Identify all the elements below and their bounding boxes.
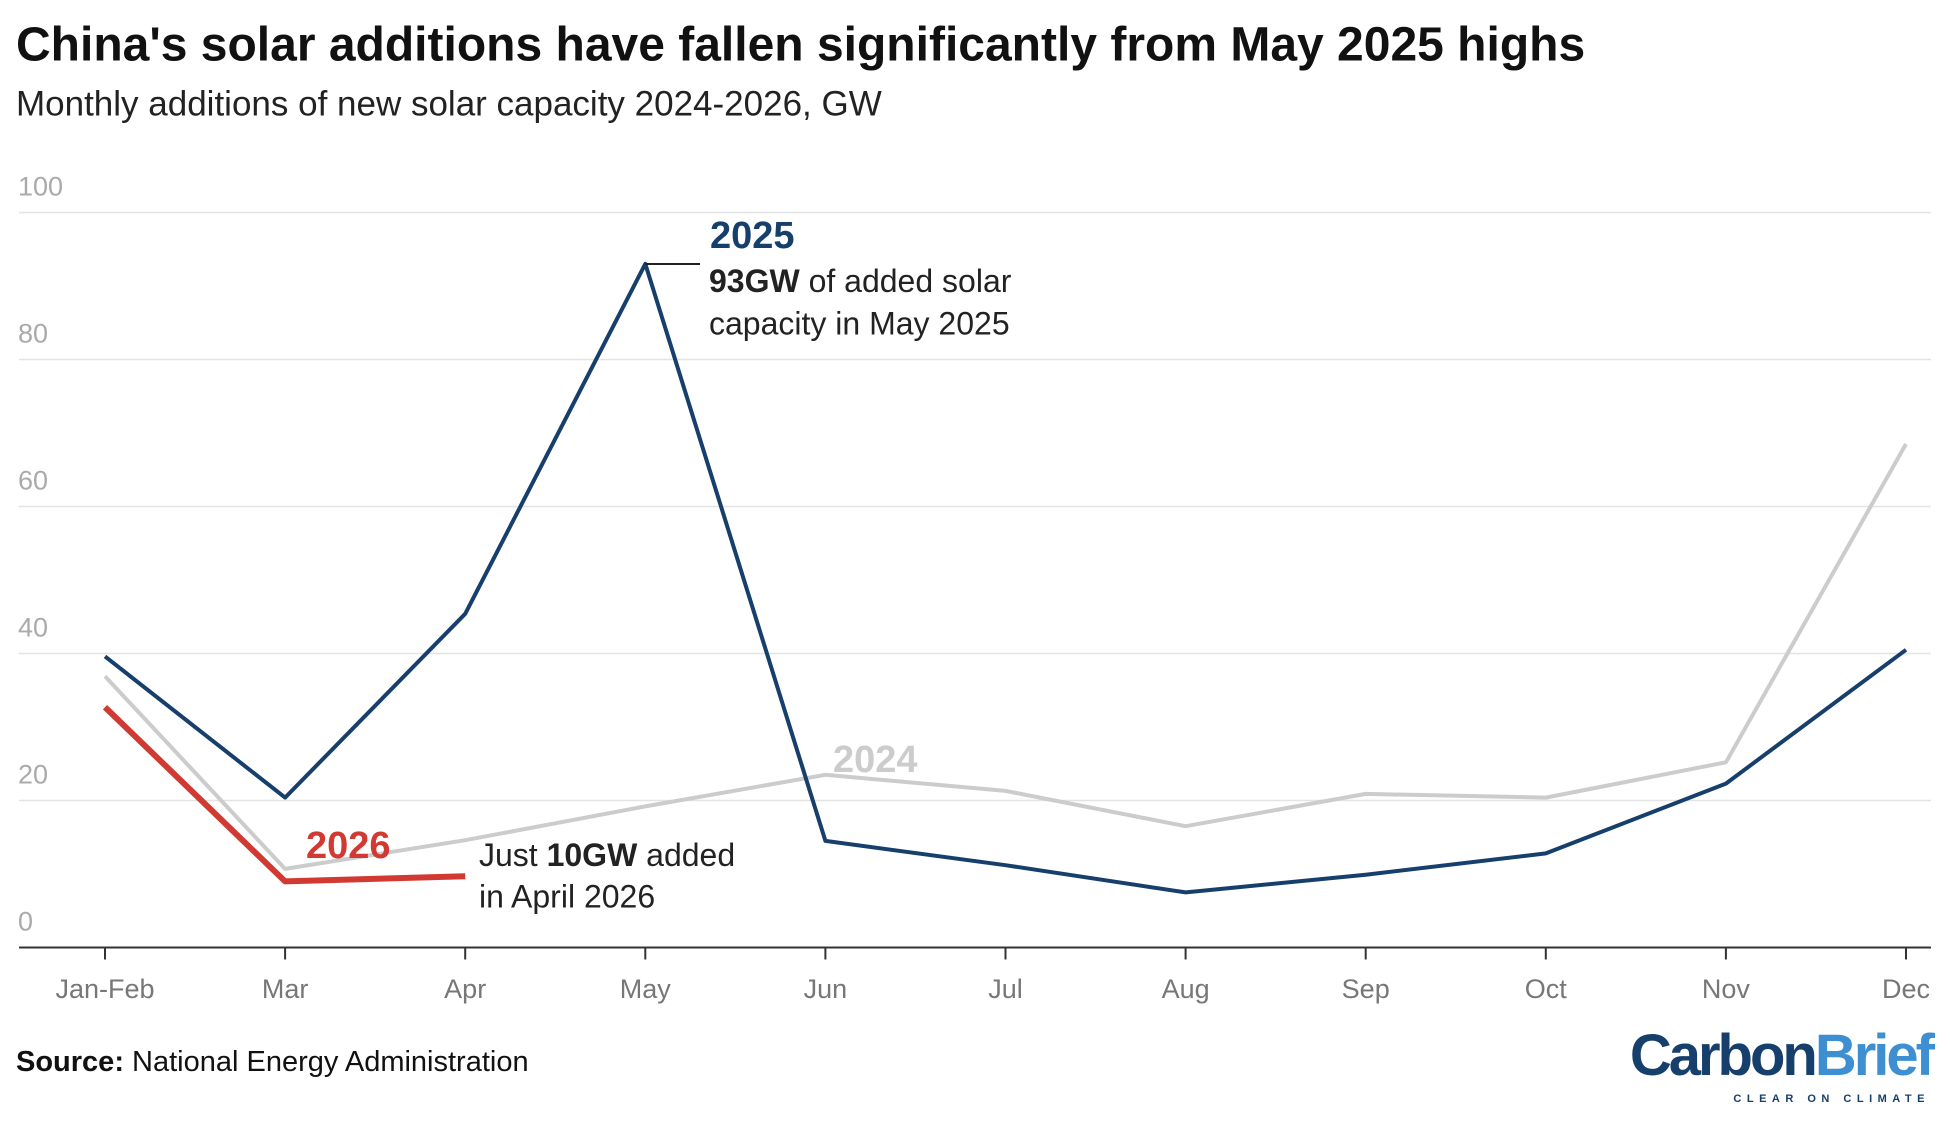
brand-part: Carbon [1630, 1023, 1815, 1088]
x-tick-label: Mar [262, 974, 309, 1004]
brand-part: Brief [1815, 1023, 1936, 1088]
annotation: 93GW of added solar [709, 263, 1012, 299]
x-tick-label: Sep [1342, 974, 1390, 1004]
annotation: in April 2026 [479, 878, 655, 914]
chart-subtitle: Monthly additions of new solar capacity … [16, 84, 882, 123]
y-tick-label: 0 [18, 907, 33, 937]
source-label: Source: [16, 1046, 124, 1078]
x-tick-label: Aug [1162, 974, 1210, 1004]
x-tick-label: Jul [988, 974, 1023, 1004]
annotation-part: Just [479, 837, 538, 873]
labels: 2025 93GW of added solar capacity in May 2… [306, 215, 1012, 914]
annotation: capacity in May 2025 [709, 305, 1010, 341]
series-line [102, 705, 466, 885]
x-tick-label: Jan-Feb [55, 974, 154, 1004]
source-text: National Energy Administration [132, 1046, 529, 1078]
series-label: 2026 [306, 825, 391, 867]
x-tick-label: Oct [1525, 974, 1568, 1004]
y-tick-label: 60 [18, 466, 48, 496]
y-tick-label: 20 [18, 760, 48, 790]
lines [102, 261, 1908, 895]
annotation-bold: 10GW [547, 837, 638, 873]
annotation-part: added [646, 837, 735, 873]
y-tick-label: 100 [18, 172, 63, 202]
annotation: Just 10GW added [479, 837, 735, 873]
brand-logo: CarbonBrief [1630, 1023, 1936, 1088]
series-line [103, 443, 1908, 871]
annotation-part: of added solar [809, 263, 1012, 299]
y-tick-label: 80 [18, 319, 48, 349]
chart-title: China's solar additions have fallen sign… [16, 19, 1585, 72]
x-tick-label: Dec [1882, 974, 1930, 1004]
brand-tagline: CLEAR ON CLIMATE [1733, 1093, 1930, 1105]
x-tick-label: May [620, 974, 672, 1004]
source: Source: National Energy Administration [16, 1046, 529, 1078]
x-tick-label: Jun [804, 974, 848, 1004]
series-line [103, 261, 1908, 895]
x-tick-label: Apr [444, 974, 486, 1004]
y-tick-label: 40 [18, 613, 48, 643]
series-label: 2024 [833, 739, 918, 781]
grid: 0 20 40 60 80 100 Jan-Feb Mar Apr May Jun Jul Aug Sep… [18, 172, 1931, 1004]
series-label: 2025 [710, 215, 795, 257]
x-tick-label: Nov [1702, 974, 1751, 1004]
annotation-bold: 93GW [709, 263, 800, 299]
